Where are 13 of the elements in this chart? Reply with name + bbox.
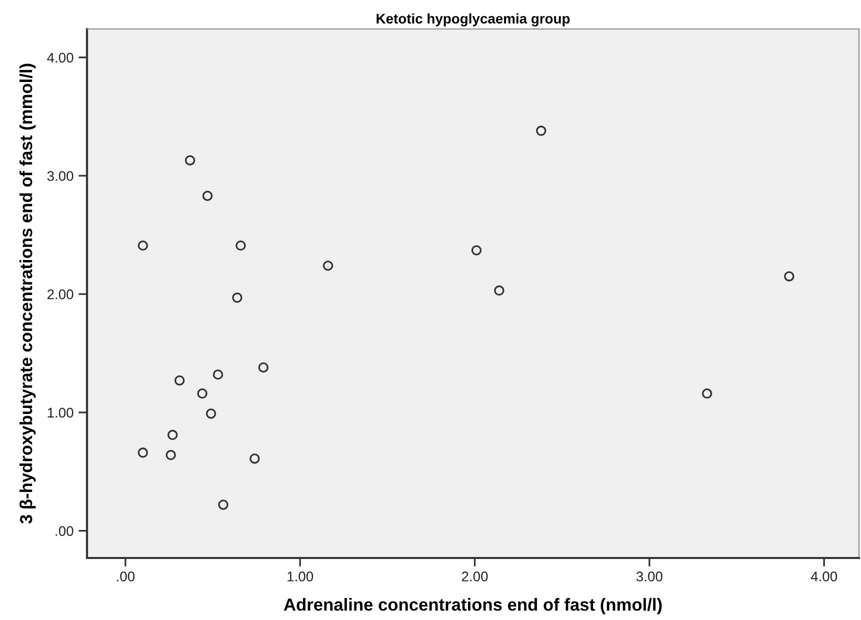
y-tick-label: 1.00 [48, 408, 74, 418]
x-tick-label: .00 [117, 572, 135, 582]
x-tick-label: 3.00 [636, 572, 662, 582]
y-axis-title: 3 β-hydroxybutyrate concentrations end of fast (mmol/l) [19, 64, 36, 524]
y-tick-label: 3.00 [47, 171, 74, 181]
x-axis-title: Adrenaline concentrations end of fast (nmol/l) [284, 598, 662, 614]
x-tick-label: 1.00 [288, 572, 314, 582]
chart-title: Ketotic hypoglycaemia group [376, 13, 570, 26]
y-tick-label: 4.00 [47, 52, 74, 63]
x-tick-label: 2.00 [462, 572, 488, 582]
y-tick-label: .00 [56, 526, 74, 536]
y-tick-label: 2.00 [47, 289, 74, 300]
x-tick-label: 4.00 [810, 572, 838, 582]
